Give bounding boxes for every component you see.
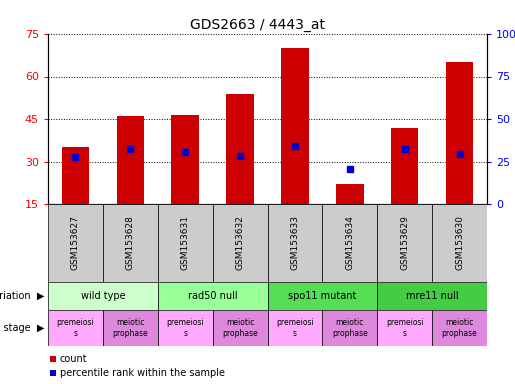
Bar bbox=[62, 147, 89, 204]
Bar bbox=[432, 204, 487, 282]
Text: meiotic
prophase: meiotic prophase bbox=[112, 318, 148, 338]
Text: meiotic
prophase: meiotic prophase bbox=[222, 318, 258, 338]
Text: GSM153634: GSM153634 bbox=[346, 215, 354, 270]
Bar bbox=[48, 204, 103, 282]
Bar bbox=[48, 310, 103, 346]
Text: wild type: wild type bbox=[80, 291, 125, 301]
Text: GSM153627: GSM153627 bbox=[71, 215, 80, 270]
Text: meiotic
prophase: meiotic prophase bbox=[442, 318, 477, 338]
Text: spo11 mutant: spo11 mutant bbox=[288, 291, 356, 301]
Text: GSM153632: GSM153632 bbox=[235, 215, 245, 270]
Bar bbox=[267, 204, 322, 282]
Text: GSM153628: GSM153628 bbox=[126, 215, 135, 270]
Bar bbox=[281, 48, 308, 204]
Text: rad50 null: rad50 null bbox=[188, 291, 237, 301]
Bar bbox=[432, 310, 487, 346]
Bar bbox=[158, 282, 267, 310]
Bar bbox=[50, 370, 56, 376]
Bar bbox=[391, 127, 418, 204]
Text: premeiosi
s: premeiosi s bbox=[276, 318, 314, 338]
Bar bbox=[446, 62, 473, 204]
Bar bbox=[213, 204, 267, 282]
Text: count: count bbox=[60, 354, 88, 364]
Text: meiotic
prophase: meiotic prophase bbox=[332, 318, 368, 338]
Text: mre11 null: mre11 null bbox=[406, 291, 458, 301]
Bar bbox=[377, 282, 487, 310]
Text: GDS2663 / 4443_at: GDS2663 / 4443_at bbox=[190, 18, 325, 32]
Bar bbox=[336, 184, 364, 204]
Bar bbox=[103, 310, 158, 346]
Bar bbox=[116, 116, 144, 204]
Bar bbox=[48, 282, 158, 310]
Bar bbox=[158, 204, 213, 282]
Text: percentile rank within the sample: percentile rank within the sample bbox=[60, 368, 225, 378]
Text: GSM153633: GSM153633 bbox=[290, 215, 299, 270]
Text: genotype/variation  ▶: genotype/variation ▶ bbox=[0, 291, 44, 301]
Text: GSM153630: GSM153630 bbox=[455, 215, 464, 270]
Bar bbox=[377, 204, 432, 282]
Bar bbox=[158, 310, 213, 346]
Text: development stage  ▶: development stage ▶ bbox=[0, 323, 44, 333]
Text: GSM153629: GSM153629 bbox=[400, 215, 409, 270]
Bar bbox=[322, 310, 377, 346]
Bar bbox=[322, 204, 377, 282]
Bar bbox=[171, 115, 199, 204]
Bar bbox=[50, 356, 56, 362]
Bar bbox=[267, 310, 322, 346]
Text: GSM153631: GSM153631 bbox=[181, 215, 190, 270]
Bar bbox=[377, 310, 432, 346]
Bar bbox=[103, 204, 158, 282]
Bar bbox=[267, 282, 377, 310]
Text: premeiosi
s: premeiosi s bbox=[57, 318, 94, 338]
Text: premeiosi
s: premeiosi s bbox=[386, 318, 423, 338]
Bar bbox=[213, 310, 267, 346]
Bar bbox=[227, 93, 254, 204]
Text: premeiosi
s: premeiosi s bbox=[166, 318, 204, 338]
